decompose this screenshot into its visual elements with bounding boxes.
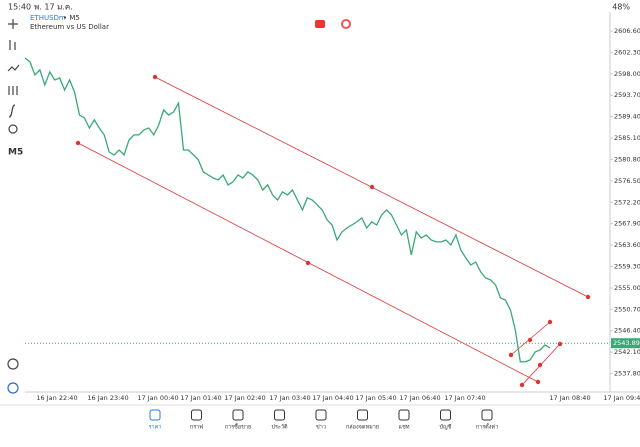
current-price-box [611, 338, 640, 349]
y-tick-label: 2580.80 [614, 155, 640, 163]
nav-icon[interactable] [357, 409, 368, 421]
symbol: ETHUSDm [30, 14, 66, 22]
x-tick-label: 16 Jan 23:40 [87, 394, 128, 402]
crosshair-icon[interactable] [8, 19, 18, 29]
y-tick-label: 2542.10 [614, 348, 640, 356]
y-tick-label: 2602.30 [614, 48, 640, 56]
timeframe: • M5 [63, 14, 80, 22]
price-line [24, 57, 551, 363]
toolbar-timeframe[interactable]: M5 [8, 148, 23, 158]
description: Ethereum vs US Dollar [30, 23, 109, 31]
nav-icon[interactable] [191, 409, 202, 421]
nav-icon[interactable] [481, 409, 493, 421]
y-tick-label: 2550.70 [614, 305, 640, 313]
y-tick-label: 2563.60 [614, 241, 640, 249]
one-click-icon[interactable] [7, 382, 19, 394]
status-battery: 48% [612, 3, 630, 12]
y-tick-label: 2537.80 [614, 370, 640, 378]
y-tick-label: 2585.10 [614, 134, 640, 142]
y-tick-label: 2567.90 [614, 220, 640, 228]
x-tick-label: 17 Jan 09:40 [603, 394, 640, 402]
status-date: พ. 17 ม.ค. [34, 3, 73, 12]
nav-label[interactable]: ราคา [149, 425, 162, 431]
current-price-label: 2543.89 [613, 339, 640, 347]
x-tick-label: 17 Jan 00:40 [137, 394, 178, 402]
icon[interactable] [341, 19, 351, 29]
status-time: 15:40 [8, 3, 31, 12]
x-tick-label: 17 Jan 03:40 [269, 394, 310, 402]
x-tick-label: 17 Jan 08:40 [549, 394, 590, 402]
nav-label[interactable]: กล่องจดหมาย [346, 425, 379, 431]
nav-label[interactable]: การตั้งค่า [476, 423, 498, 431]
y-tick-label: 2598.00 [614, 70, 640, 78]
nav-label[interactable]: แชท [399, 424, 410, 431]
y-tick-label: 2555.00 [614, 284, 640, 292]
nav-icon[interactable] [440, 409, 451, 421]
settings-icon[interactable] [8, 86, 18, 95]
nav-icon[interactable] [398, 409, 410, 421]
x-tick-label: 16 Jan 22:40 [36, 394, 77, 402]
y-tick-label: 2572.20 [614, 198, 640, 206]
y-tick-label: 2559.30 [614, 262, 640, 270]
y-tick-label: 2546.40 [614, 327, 640, 335]
y-tick-label: 2589.40 [614, 113, 640, 121]
nav-label[interactable]: การซื้อขาย [225, 423, 251, 431]
trend-lines [75, 74, 591, 388]
nav-label[interactable]: กราฟ [190, 424, 203, 431]
x-tick-label: 17 Jan 07:40 [444, 394, 485, 402]
y-tick-label: 2576.50 [614, 177, 640, 185]
x-tick-label: 17 Jan 01:40 [180, 394, 221, 402]
trade-icon[interactable] [7, 358, 19, 370]
nav-icon[interactable] [232, 409, 244, 421]
nav-label[interactable]: ประวัติ [271, 424, 287, 431]
candles-icon[interactable] [9, 40, 16, 50]
nav-label[interactable]: ข่าว [316, 425, 326, 431]
icon[interactable] [315, 20, 325, 28]
y-tick-label: 2593.70 [614, 91, 640, 99]
x-tick-label: 17 Jan 04:40 [312, 394, 353, 402]
function-icon[interactable] [8, 104, 16, 118]
x-tick-label: 17 Jan 06:40 [399, 394, 440, 402]
left-toolbar [7, 19, 20, 394]
nav-icon[interactable] [149, 409, 161, 421]
nav-icon[interactable] [315, 409, 327, 421]
nav-icon[interactable] [274, 409, 285, 421]
indicators-icon[interactable] [7, 64, 20, 72]
nav-label[interactable]: บัญชี [440, 424, 452, 431]
x-tick-label: 17 Jan 05:40 [355, 394, 396, 402]
objects-icon[interactable] [8, 124, 18, 134]
x-tick-label: 17 Jan 02:40 [224, 394, 265, 402]
y-tick-label: 2606.60 [614, 27, 640, 35]
